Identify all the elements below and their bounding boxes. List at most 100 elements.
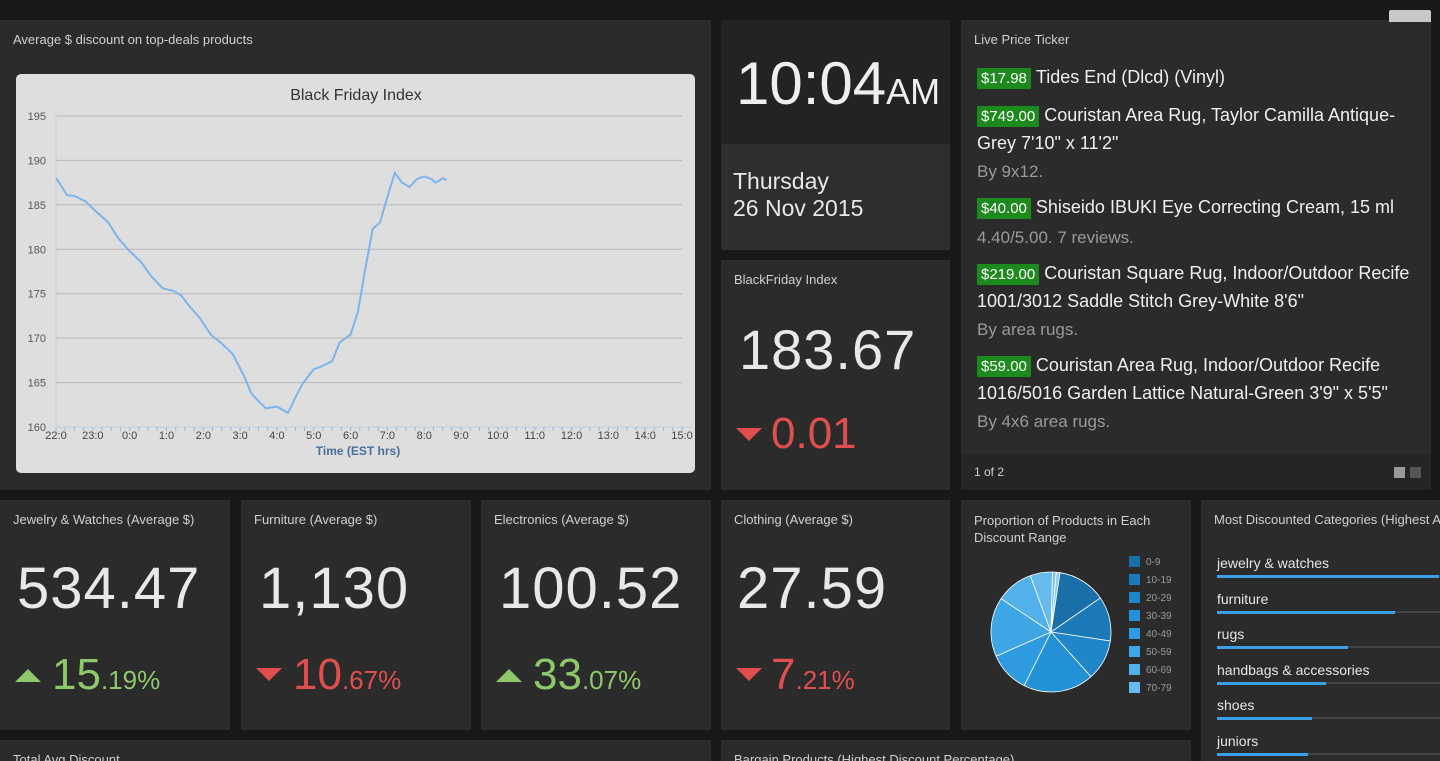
clock-ampm: AM	[886, 71, 941, 112]
pie-slice[interactable]	[1050, 571, 1061, 633]
category-label: handbags & accessories	[1217, 661, 1370, 678]
ticker-name: Tides End (Dlcd) (Vinyl)	[1035, 67, 1225, 87]
x-tick-label: 7:0	[380, 430, 395, 442]
bargain-products-tile: Bargain Products (Highest Discount Perce…	[721, 740, 1191, 761]
index-value: 183.67	[739, 318, 917, 381]
legend-label: 30-39	[1146, 611, 1172, 622]
legend-swatch	[1129, 646, 1140, 657]
top-right-handle[interactable]	[1389, 10, 1431, 22]
legend-label: 50-59	[1146, 647, 1172, 658]
pie-legend: 0-9 10-19 20-29 30-39 40-49 50-59 60-69 70-79	[961, 554, 1191, 704]
category-bar[interactable]	[1217, 575, 1439, 578]
kpi-tile-furniture: Furniture (Average $) 1,130 10.67%	[241, 500, 471, 730]
x-tick-label: 22:0	[45, 430, 66, 442]
clock-time-tile: 10:04AM	[721, 20, 950, 144]
blackfriday-index-tile: BlackFriday Index 183.67 0.01	[721, 260, 950, 490]
category-bar[interactable]	[1217, 681, 1326, 685]
legend-item: 0-9	[1129, 556, 1160, 568]
kpi-title: Electronics (Average $)	[494, 512, 629, 527]
ticker-item[interactable]: $40.00 Shiseido IBUKI Eye Correcting Crea…	[977, 194, 1417, 250]
x-tick-label: 8:0	[417, 430, 432, 442]
category-label: juniors	[1217, 732, 1259, 749]
clock-date-tile: Thursday 26 Nov 2015	[721, 144, 950, 250]
legend-label: 60-69	[1146, 665, 1172, 676]
ticker-item[interactable]: $17.98 Tides End (Dlcd) (Vinyl)	[977, 64, 1417, 92]
black-friday-chart-tile: Average $ discount on top-deals products…	[0, 20, 711, 490]
category-bar-track	[1217, 717, 1440, 719]
black-friday-line-chart[interactable]: Black Friday Index 22:0 23:0 0:0 1:0 2:0 3:0 4…	[16, 74, 696, 474]
ticker-item[interactable]: $749.00 Couristan Area Rug, Taylor Camill…	[977, 102, 1417, 184]
category-label: jewelry & watches	[1217, 555, 1330, 571]
legend-item: 30-39	[1129, 610, 1172, 622]
legend-swatch	[1129, 628, 1140, 639]
category-label: rugs	[1217, 626, 1245, 642]
legend-swatch	[1129, 574, 1140, 585]
total-avg-discount-tile: Total Avg Discount	[0, 740, 711, 761]
x-tick-label: 14:0	[634, 430, 655, 442]
ticker-item[interactable]: $59.00 Couristan Area Rug, Indoor/Outdoor…	[977, 352, 1417, 434]
kpi-title: Jewelry & Watches (Average $)	[13, 512, 195, 527]
pie-slice[interactable]	[1023, 631, 1092, 693]
chart-title: Black Friday Index	[290, 87, 422, 104]
ticker-name: Couristan Area Rug, Indoor/Outdoor Recif…	[977, 355, 1388, 403]
ticker-subtext: 4.40/5.00. 7 reviews.	[977, 228, 1134, 247]
x-tick-label: 3:0	[232, 430, 247, 442]
kpi-value: 1,130	[259, 556, 410, 621]
series-line[interactable]	[55, 170, 447, 415]
x-tick-label: 12:0	[561, 430, 582, 442]
legend-label: 20-29	[1146, 593, 1172, 604]
x-tick-label: 9:0	[453, 430, 468, 442]
ticker-name: Shiseido IBUKI Eye Correcting Cream, 15 …	[1035, 197, 1395, 217]
x-tick-label: 23:0	[82, 430, 103, 442]
index-title: BlackFriday Index	[734, 272, 838, 287]
category-bar[interactable]	[1217, 717, 1313, 720]
ticker-price: $749.00	[977, 106, 1040, 127]
legend-label: 0-9	[1146, 557, 1161, 568]
legend-item: 10-19	[1129, 574, 1172, 586]
category-label: shoes	[1217, 697, 1255, 713]
y-tick-label: 160	[28, 422, 46, 434]
ticker-name: Couristan Area Rug, Taylor Camilla Antiq…	[977, 105, 1396, 153]
kpi-title: Furniture (Average $)	[254, 512, 378, 527]
clock-hhmm: 10:04	[736, 50, 887, 117]
most-discounted-categories-tile: Most Discounted Categories (Highest Avg …	[1201, 500, 1440, 761]
category-bar[interactable]	[1217, 610, 1395, 614]
legend-item: 50-59	[1129, 646, 1172, 658]
up-arrow-icon	[15, 669, 41, 682]
pager-dot-1[interactable]	[1394, 467, 1405, 478]
x-tick-label: 2:0	[196, 430, 211, 442]
pie-title: Proportion of Products in Each Discount …	[974, 513, 1151, 545]
ticker-price: $219.00	[977, 264, 1040, 285]
category-bar-track	[1217, 681, 1440, 684]
category-bar-track	[1217, 752, 1440, 755]
ticker-subtext: By 4x6 area rugs.	[977, 412, 1111, 431]
legend-label: 70-79	[1146, 683, 1172, 694]
kpi-title: Clothing (Average $)	[734, 512, 853, 527]
pie-slice[interactable]	[990, 598, 1052, 657]
legend-swatch	[1129, 682, 1140, 693]
y-tick-label: 190	[28, 155, 46, 167]
category-bar[interactable]	[1217, 646, 1348, 649]
live-price-ticker-tile: Live Price Ticker $17.98 Tides End (Dlcd)…	[961, 20, 1431, 490]
chart-background	[16, 74, 695, 473]
legend-label: 40-49	[1146, 629, 1172, 640]
kpi-change: 33.07%	[533, 650, 642, 699]
ticker-list: $17.98 Tides End (Dlcd) (Vinyl) $749.00 Co…	[977, 64, 1417, 444]
x-tick-label: 1:0	[159, 430, 174, 442]
pager-dot-2[interactable]	[1410, 467, 1421, 478]
down-arrow-icon	[736, 428, 762, 441]
legend-item: 40-49	[1129, 628, 1172, 640]
y-tick-label: 165	[28, 378, 46, 390]
x-tick-label: 5:0	[306, 430, 321, 442]
x-tick-label: 15:0	[671, 430, 692, 442]
x-tick-label: 4:0	[269, 430, 284, 442]
ticker-price: $40.00	[977, 198, 1031, 219]
kpi-tile-electronics: Electronics (Average $) 100.52 33.07%	[481, 500, 711, 730]
kpi-tile-clothing: Clothing (Average $) 27.59 7.21%	[721, 500, 950, 730]
category-bar[interactable]	[1217, 752, 1309, 756]
discount-range-pie[interactable]	[981, 562, 1121, 702]
y-tick-label: 175	[28, 289, 46, 301]
ticker-item[interactable]: $219.00 Couristan Square Rug, Indoor/Outd…	[977, 260, 1417, 342]
discount-range-pie-tile: Proportion of Products in Each Discount …	[961, 500, 1191, 730]
ticker-price: $59.00	[977, 356, 1031, 377]
